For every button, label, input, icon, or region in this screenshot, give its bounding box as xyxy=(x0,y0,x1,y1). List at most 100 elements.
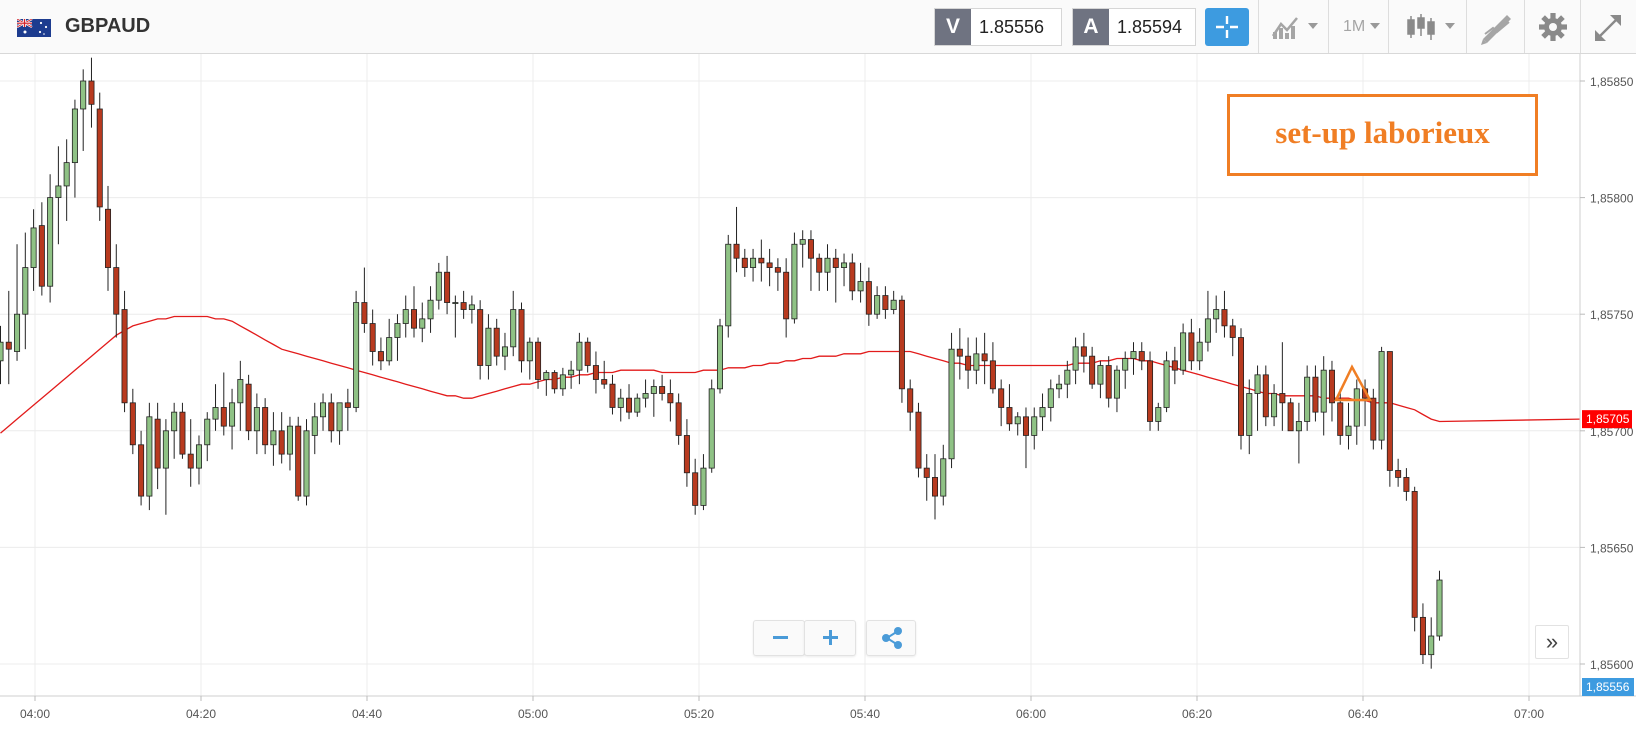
candle-body xyxy=(824,257,831,273)
chart-type-button[interactable] xyxy=(1388,0,1466,53)
candle-body xyxy=(559,374,566,390)
candle-body xyxy=(212,407,219,420)
moving-average-layer xyxy=(0,315,1581,434)
candle-body xyxy=(750,257,757,268)
candle-body xyxy=(5,341,12,350)
candle-body xyxy=(1246,393,1253,436)
candle-body xyxy=(617,397,624,408)
price-chart[interactable]: 1,85850 1,85800 1,85750 1,85700 1,85650 1,856… xyxy=(0,54,1636,731)
candle-body xyxy=(1312,376,1319,413)
candle-body xyxy=(38,225,45,287)
candle-body xyxy=(162,430,169,469)
price-tick-label: 1,85600 xyxy=(1590,658,1634,672)
candle-body xyxy=(510,309,517,348)
candle-body xyxy=(774,267,781,273)
indicators-icon xyxy=(1271,17,1298,39)
axes-layer: 1,85850 1,85800 1,85750 1,85700 1,85650 1,856… xyxy=(0,54,1636,721)
candle-body xyxy=(1229,325,1236,338)
candle-body xyxy=(683,435,690,474)
candle-body xyxy=(907,388,914,413)
crosshair-icon xyxy=(1216,16,1238,38)
indicators-button[interactable] xyxy=(1258,0,1328,53)
candle-body xyxy=(1097,365,1104,385)
share-icon xyxy=(882,627,902,649)
candle-body xyxy=(1014,416,1021,425)
candle-body xyxy=(1155,407,1162,422)
candle-body xyxy=(1254,374,1261,394)
candle-body xyxy=(419,318,426,329)
double-chevron-right-icon: » xyxy=(1545,629,1559,654)
zoom-out-button[interactable] xyxy=(753,620,805,656)
candle-body xyxy=(1122,358,1129,371)
candle-body xyxy=(1436,579,1443,637)
candle-body xyxy=(460,302,467,310)
time-tick-label: 06:00 xyxy=(1016,707,1046,721)
candle-body xyxy=(551,372,558,390)
time-tick-label: 07:00 xyxy=(1514,707,1544,721)
candle-body xyxy=(138,444,145,497)
candle-body xyxy=(0,341,4,362)
candle-body xyxy=(849,262,856,292)
scroll-to-latest-button[interactable]: » xyxy=(1535,625,1569,659)
candle-body xyxy=(708,388,715,469)
share-button[interactable] xyxy=(866,620,916,656)
candle-body xyxy=(154,418,161,469)
timeframe-label: 1M xyxy=(1343,18,1366,35)
candle-body xyxy=(501,346,508,357)
candle-body xyxy=(444,271,451,303)
candle-body xyxy=(989,360,996,390)
candle-body xyxy=(344,402,351,408)
crosshair-button[interactable] xyxy=(1205,8,1249,46)
expand-icon xyxy=(1595,15,1621,41)
candle-body xyxy=(452,302,459,304)
current-price-marker xyxy=(1582,678,1634,696)
candle-body xyxy=(171,411,178,432)
ma-price-marker-label: 1,85705 xyxy=(1586,412,1630,426)
candle-body xyxy=(1072,346,1079,371)
candle-body xyxy=(733,243,740,259)
candle-body xyxy=(1328,369,1335,404)
timeframe-button[interactable]: 1M xyxy=(1328,0,1388,53)
candle-body xyxy=(832,257,839,268)
candle-body xyxy=(353,302,360,408)
candle-body xyxy=(1031,416,1038,436)
candle-body xyxy=(1428,635,1435,656)
candle-body xyxy=(253,407,260,432)
instrument-symbol[interactable]: GBPAUD xyxy=(65,15,151,37)
candle-body xyxy=(1395,470,1402,478)
chart-grid xyxy=(0,54,1580,696)
candle-body xyxy=(741,257,748,268)
candle-body xyxy=(22,267,29,315)
candle-body xyxy=(30,227,37,268)
time-tick-label: 06:20 xyxy=(1182,707,1212,721)
candle-body xyxy=(725,243,732,327)
candle-body xyxy=(71,108,78,164)
candle-body xyxy=(179,411,186,455)
buy-price-button[interactable]: A 1.85594 xyxy=(1072,8,1196,46)
candle-body xyxy=(361,302,368,324)
gear-icon xyxy=(1539,13,1567,41)
candle-body xyxy=(229,402,236,427)
candle-body xyxy=(1337,402,1344,436)
settings-button[interactable] xyxy=(1524,0,1580,53)
candle-body xyxy=(1171,360,1178,371)
time-tick-label: 05:20 xyxy=(684,707,714,721)
candle-body xyxy=(1378,351,1385,441)
sell-badge: V xyxy=(935,9,971,45)
candle-body xyxy=(195,444,202,469)
candle-body xyxy=(932,477,939,497)
sell-price-button[interactable]: V 1.85556 xyxy=(934,8,1062,46)
fullscreen-button[interactable] xyxy=(1580,0,1636,53)
candle-body xyxy=(1295,421,1302,432)
candle-body xyxy=(1047,388,1054,408)
candle-body xyxy=(204,418,211,446)
candle-body xyxy=(576,341,583,371)
candle-body xyxy=(609,383,616,408)
candle-body xyxy=(758,257,765,264)
candle-body xyxy=(1370,397,1377,441)
drawing-tools-button[interactable] xyxy=(1466,0,1524,53)
zoom-in-button[interactable] xyxy=(804,620,856,656)
candle-body xyxy=(1403,477,1410,492)
candle-body xyxy=(882,295,889,310)
candlestick-chart[interactable]: 1,85850 1,85800 1,85750 1,85700 1,85650 1,856… xyxy=(0,54,1636,731)
